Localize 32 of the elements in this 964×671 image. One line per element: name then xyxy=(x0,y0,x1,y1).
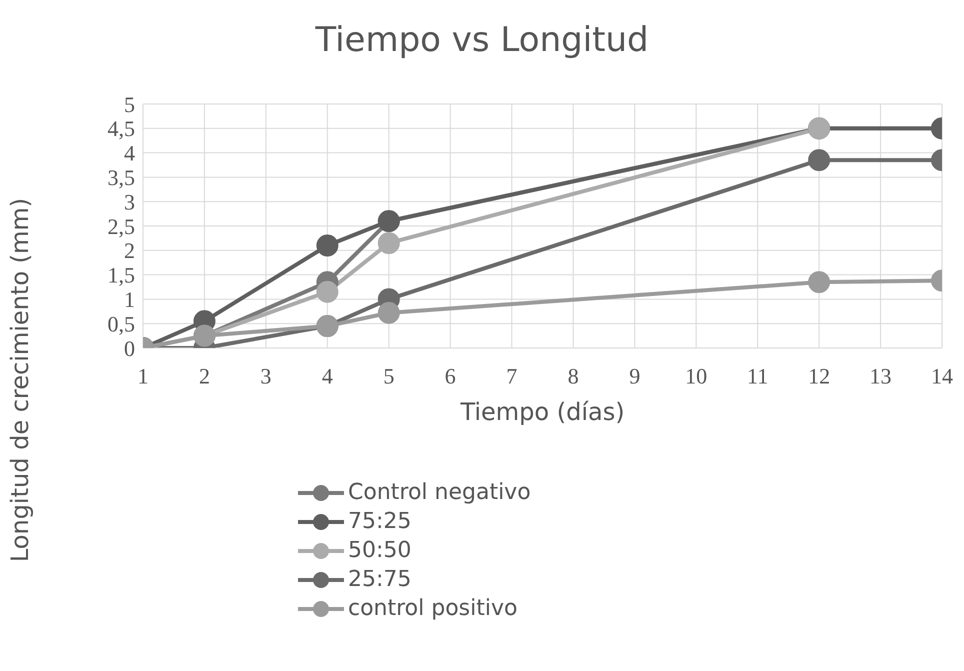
y-tick-label: 2,5 xyxy=(108,214,135,239)
x-tick-label: 9 xyxy=(629,364,640,389)
y-tick-label: 3,5 xyxy=(108,165,135,190)
y-tick-label: 2 xyxy=(124,238,135,264)
legend-label: 25:75 xyxy=(348,567,412,592)
y-tick-label: 3 xyxy=(124,189,135,214)
legend-label: Control negativo xyxy=(348,480,531,505)
x-tick-label: 8 xyxy=(568,364,579,389)
legend-label: control positivo xyxy=(348,596,518,621)
x-tick-label: 10 xyxy=(685,364,708,389)
y-tick-label: 4 xyxy=(124,140,135,166)
x-tick-label: 3 xyxy=(260,364,272,389)
x-tick-label: 12 xyxy=(808,364,830,389)
y-tick-label: 5 xyxy=(124,92,135,117)
x-tick-label: 6 xyxy=(444,364,456,389)
x-tick-label: 11 xyxy=(747,364,768,389)
legend-label: 50:50 xyxy=(348,538,412,563)
y-tick-label: 0 xyxy=(124,336,135,361)
chart-title: Tiempo vs Longitud xyxy=(314,20,650,60)
x-tick-label: 7 xyxy=(506,364,518,389)
y-tick-label: 0,5 xyxy=(108,311,135,336)
x-tick-label: 4 xyxy=(322,364,333,389)
y-axis-title: Longitud de crecimiento (mm) xyxy=(5,196,35,564)
y-tick-label: 1 xyxy=(124,287,135,312)
legend-label: 75:25 xyxy=(348,509,412,534)
y-tick-label: 4,5 xyxy=(108,116,135,142)
x-tick-label: 2 xyxy=(198,364,210,389)
y-tick-label: 1,5 xyxy=(108,262,135,288)
x-tick-label: 5 xyxy=(383,364,394,389)
x-tick-label: 14 xyxy=(931,364,953,389)
x-axis-title: Tiempo (días) xyxy=(459,398,625,426)
x-tick-label: 13 xyxy=(870,364,892,389)
